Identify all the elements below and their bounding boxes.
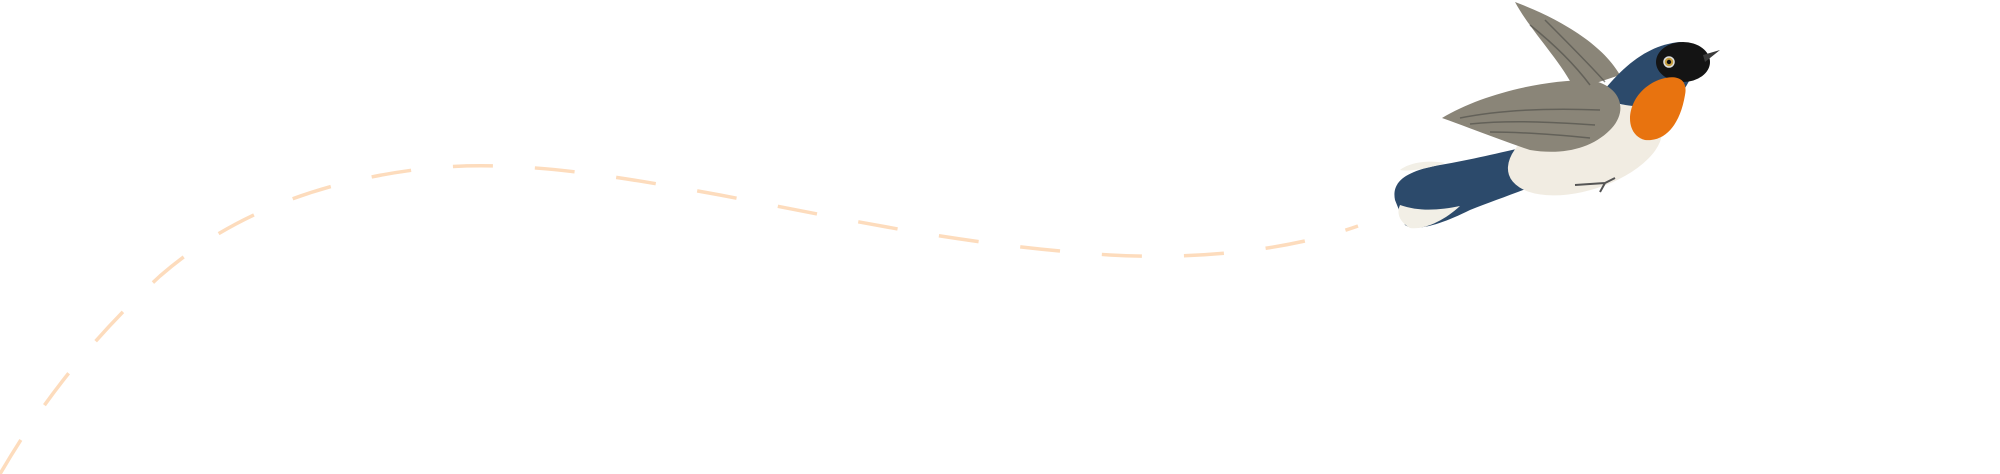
bird-head bbox=[1656, 42, 1710, 82]
bird-illustration bbox=[1394, 2, 1720, 229]
bird-tail-tips bbox=[1398, 161, 1460, 229]
bird-throat bbox=[1630, 77, 1686, 141]
dashed-flight-path bbox=[0, 164, 1359, 474]
bird-upper-wing bbox=[1515, 2, 1620, 90]
bird-lower-wing bbox=[1442, 80, 1621, 152]
bird-feet bbox=[1574, 177, 1616, 193]
bird-wing-stripes bbox=[1459, 19, 1606, 139]
bird-pupil bbox=[1666, 59, 1672, 65]
bird-beak bbox=[1703, 50, 1720, 62]
